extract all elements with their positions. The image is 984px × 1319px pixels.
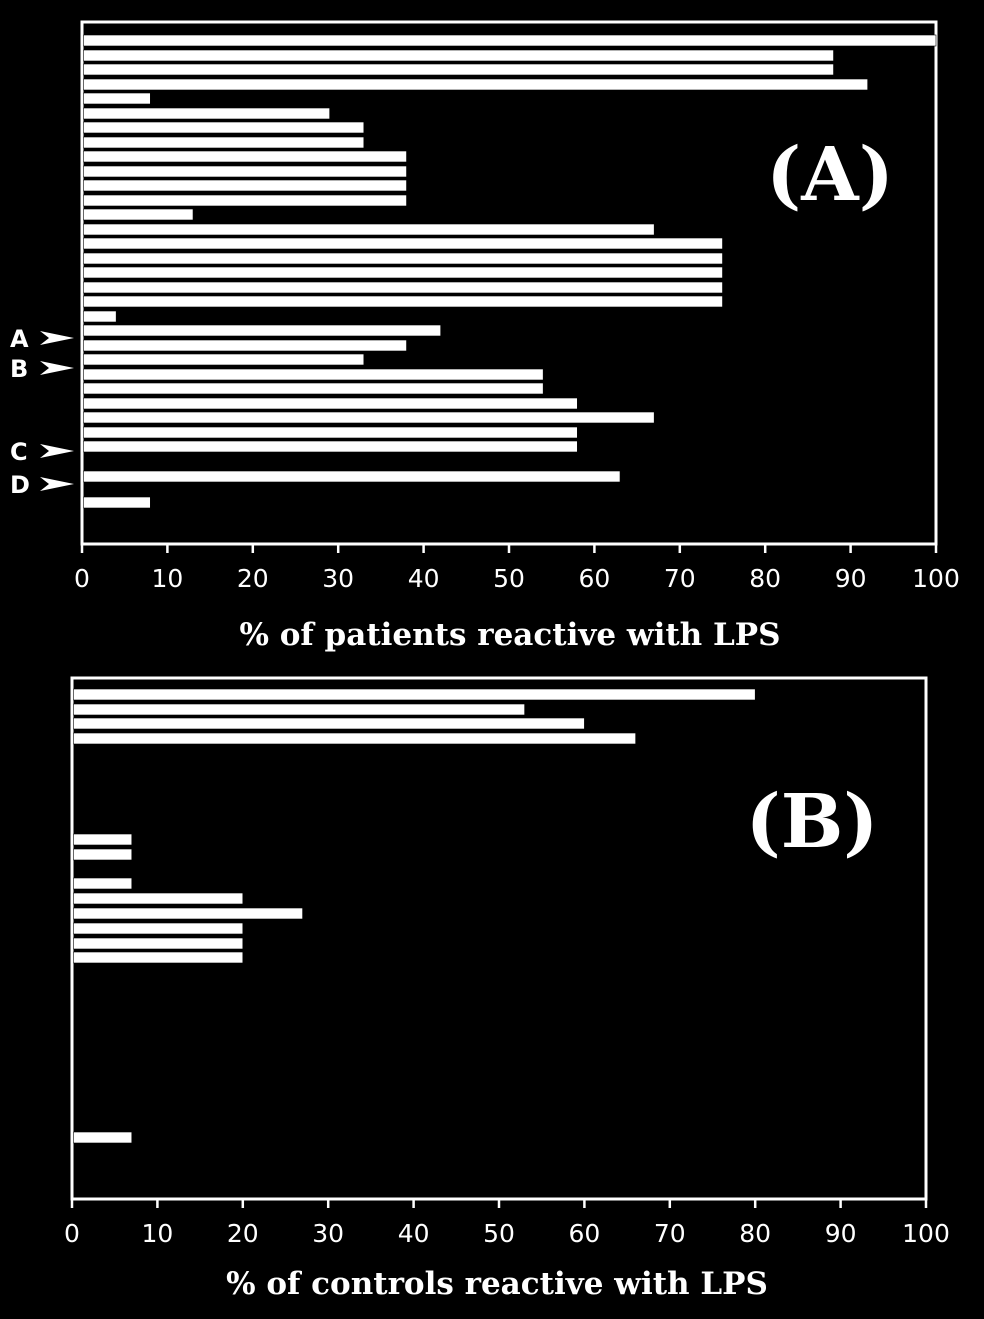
- panel-a-bar-2: [83, 49, 834, 62]
- panel-b-bar-12: [73, 951, 244, 964]
- marker-label-a: A: [10, 325, 29, 353]
- panel-a-bar-15: [83, 237, 723, 250]
- panel-b-x-tick-label: 20: [227, 1219, 259, 1248]
- panel-a-x-tick-label: 10: [151, 564, 183, 593]
- panel-b-bar-4: [73, 732, 636, 745]
- panel-b-label: (B): [746, 779, 879, 865]
- panel-b-bar-1: [73, 688, 756, 701]
- marker-arrow-d: [40, 477, 74, 491]
- panel-a-bar-20: [83, 310, 117, 323]
- panel-a-bar-12: [83, 194, 407, 207]
- panel-b-x-tick-label: 10: [141, 1219, 173, 1248]
- panel-a-bar-6: [83, 107, 330, 120]
- panel-a-label: (A): [766, 132, 893, 218]
- panel-b-bar-9: [73, 907, 303, 920]
- panel-b: 0 10 20 30 40 50 60 70 80 90 100 (B) % of controls…: [64, 676, 950, 1302]
- marker-label-c: C: [10, 438, 28, 466]
- panel-b-x-axis-label: % of controls reactive with LPS: [226, 1266, 768, 1302]
- panel-b-bar-10: [73, 922, 244, 935]
- panel-a-markers: AB CD: [10, 325, 74, 499]
- panel-a-x-tick-label: 20: [237, 564, 269, 593]
- panel-a-bar-8: [83, 136, 365, 149]
- panel-a-x-tick-label: 30: [322, 564, 354, 593]
- panel-a-bar-13: [83, 208, 194, 221]
- panel-a-bar-14: [83, 223, 655, 236]
- panel-b-bars: [73, 688, 756, 1144]
- panel-a-bar-7: [83, 121, 365, 134]
- panel-b-x-axis: 0 10 20 30 40 50 60 70 80 90 100: [64, 1199, 950, 1248]
- panel-a-bar-22: [83, 339, 407, 352]
- panel-a-x-tick-label: 90: [835, 564, 867, 593]
- panel-a-bar-24: [83, 368, 544, 381]
- panel-a-bar-23: [83, 353, 365, 366]
- panel-a-bar-26: [83, 397, 578, 410]
- panel-a-bar-27: [83, 411, 655, 424]
- panel-a-bar-1: [83, 34, 937, 47]
- panel-a-bar-29: [83, 440, 578, 453]
- panel-a-x-tick-label: 70: [664, 564, 696, 593]
- panel-b-x-tick-label: 90: [825, 1219, 857, 1248]
- panel-b-bar-7: [73, 877, 133, 890]
- panel-a-x-tick-label: 40: [408, 564, 440, 593]
- panel-a-bar-9: [83, 150, 407, 163]
- panel-a-bar-21: [83, 324, 441, 337]
- panel-a-bar-25: [83, 382, 544, 395]
- panel-b-x-tick-label: 70: [654, 1219, 686, 1248]
- panel-a-bar-30: [83, 470, 621, 483]
- panel-a-bar-18: [83, 281, 723, 294]
- panel-b-bar-2: [73, 703, 525, 716]
- panel-a-x-tick-label: 60: [578, 564, 610, 593]
- panel-a: 0 10 20 30 40 50 60 70 80 90 100 (A) % of patients…: [10, 20, 960, 653]
- panel-a-bar-31: [83, 496, 151, 509]
- panel-a-x-axis: 0 10 20 30 40 50 60 70 80 90 100: [74, 544, 960, 593]
- panel-b-x-tick-label: 80: [739, 1219, 771, 1248]
- panel-a-bar-28: [83, 426, 578, 439]
- panel-a-x-axis-label: % of patients reactive with LPS: [240, 617, 781, 653]
- panel-b-x-tick-label: 100: [902, 1219, 950, 1248]
- panel-a-bar-16: [83, 252, 723, 265]
- panel-b-x-tick-label: 0: [64, 1219, 80, 1248]
- panel-a-bars: [83, 34, 937, 509]
- panel-a-bar-4: [83, 78, 868, 91]
- marker-arrow-a: [40, 331, 74, 345]
- panel-b-bar-6: [73, 848, 133, 861]
- panel-b-bar-3: [73, 717, 585, 730]
- marker-arrow-c: [40, 444, 74, 458]
- panel-b-bar-11: [73, 937, 244, 950]
- marker-label-b: B: [10, 355, 28, 383]
- panel-a-bar-19: [83, 295, 723, 308]
- marker-label-d: D: [10, 471, 30, 499]
- panel-b-bar-13: [73, 1131, 133, 1144]
- panel-a-x-tick-label: 100: [912, 564, 960, 593]
- panel-b-x-tick-label: 60: [568, 1219, 600, 1248]
- panel-a-x-tick-label: 80: [749, 564, 781, 593]
- panel-b-x-tick-label: 40: [398, 1219, 430, 1248]
- panel-a-bar-3: [83, 63, 834, 76]
- marker-arrow-b: [40, 361, 74, 375]
- panel-a-bar-17: [83, 266, 723, 279]
- panel-a-bar-10: [83, 165, 407, 178]
- panel-a-x-tick-label: 50: [493, 564, 525, 593]
- panel-b-bar-8: [73, 892, 244, 905]
- panel-a-bar-11: [83, 179, 407, 192]
- panel-a-x-tick-label: 0: [74, 564, 90, 593]
- panel-b-bar-5: [73, 833, 133, 846]
- panel-b-x-tick-label: 30: [312, 1219, 344, 1248]
- panel-b-x-tick-label: 50: [483, 1219, 515, 1248]
- panel-a-bar-5: [83, 92, 151, 105]
